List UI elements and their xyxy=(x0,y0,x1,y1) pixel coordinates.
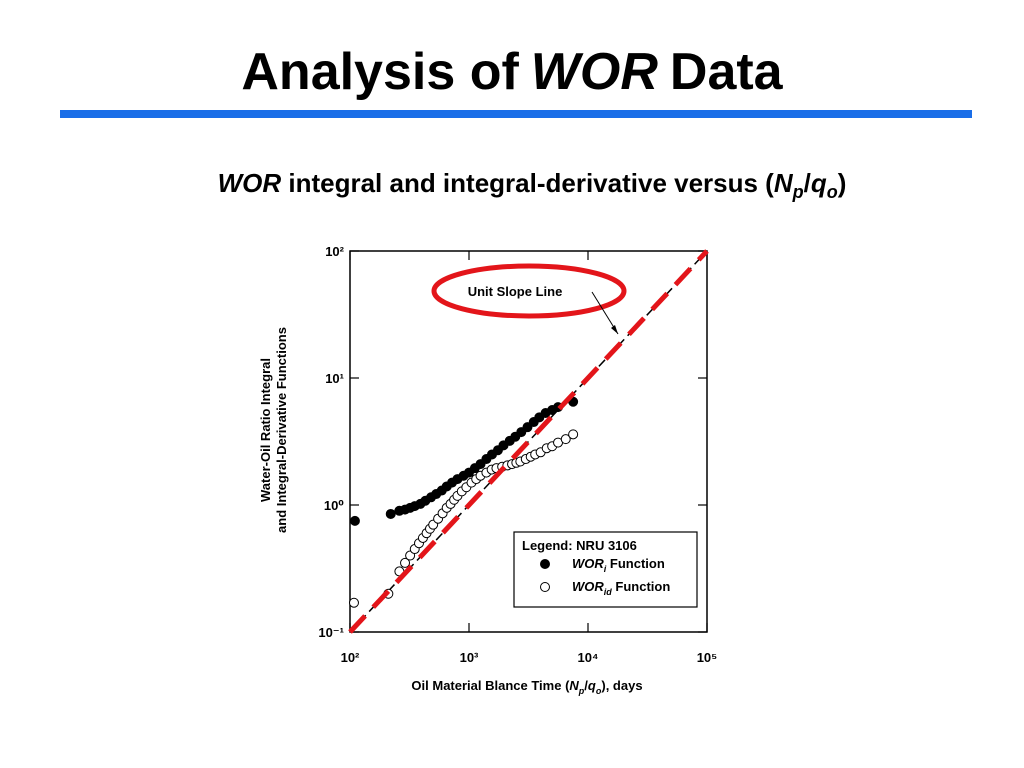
y-tick-label: 10² xyxy=(325,244,344,259)
x-label-text: ), days xyxy=(601,678,642,693)
legend-marker xyxy=(540,559,550,569)
y-tick-label: 10¹ xyxy=(325,371,344,386)
subtitle-text: p xyxy=(792,182,804,203)
y-tick-label: 10⁰ xyxy=(324,498,344,513)
title-text: Analysis of xyxy=(241,43,519,101)
x-tick-label: 10² xyxy=(341,650,360,665)
legend-text: Function xyxy=(612,579,671,594)
x-label-text: / xyxy=(584,678,588,693)
x-label-text: Oil Material Blance Time ( xyxy=(411,678,570,693)
annotation: Unit Slope Line xyxy=(468,284,563,299)
x-tick-label: 10⁴ xyxy=(578,650,599,665)
plot-frame xyxy=(349,250,708,633)
legend-text: Function xyxy=(606,556,665,571)
legend-label: WORi Function xyxy=(572,556,665,574)
legend-title: Legend: NRU 3106 xyxy=(522,538,637,553)
data-point xyxy=(568,429,579,440)
highlight-line xyxy=(348,249,709,634)
y-label-text: Water-Oil Ratio Integral xyxy=(258,358,273,502)
legend-label: WORid Function xyxy=(572,579,670,597)
arrow-head xyxy=(611,325,618,334)
subtitle-text: WOR xyxy=(217,168,282,198)
subtitle-text: integral and integral-derivative versus … xyxy=(281,168,774,198)
title-rule xyxy=(60,110,972,118)
y-axis-label: Water-Oil Ratio Integral and Integral-De… xyxy=(258,327,289,533)
x-label-text: q xyxy=(588,678,596,693)
x-label-text: o xyxy=(596,686,602,696)
slide-subtitle: WOR integral and integral-derivative ver… xyxy=(0,168,1024,203)
legend-text: i xyxy=(604,564,607,574)
title-text: WOR xyxy=(530,43,658,101)
slide-title: Analysis of WOR Data xyxy=(0,42,1024,102)
legend-box xyxy=(513,531,698,608)
subtitle-text: ) xyxy=(837,168,847,198)
data-point xyxy=(560,434,571,445)
legend-marker xyxy=(540,582,550,592)
x-tick-label: 10³ xyxy=(460,650,479,665)
legend-text: WOR xyxy=(572,579,604,594)
legend-text: id xyxy=(604,587,613,597)
data-point xyxy=(385,508,396,519)
subtitle-text: q xyxy=(810,168,827,198)
subtitle-text: / xyxy=(803,168,811,198)
x-label-text: p xyxy=(578,686,585,696)
title-text: Data xyxy=(669,43,783,101)
legend-text: WOR xyxy=(572,556,604,571)
data-point xyxy=(400,557,411,568)
y-label-text: and Integral-Derivative Functions xyxy=(274,327,289,533)
x-axis-label: Oil Material Blance Time (Np/qo), days xyxy=(411,678,642,696)
x-tick-label: 10⁵ xyxy=(697,650,718,665)
x-label-text: N xyxy=(569,678,579,693)
subtitle-text: o xyxy=(826,182,838,203)
highlight-ellipse xyxy=(431,263,627,319)
data-point xyxy=(348,597,359,608)
data-point xyxy=(349,515,360,526)
subtitle-text: N xyxy=(773,168,793,198)
y-tick-label: 10⁻¹ xyxy=(318,625,344,640)
